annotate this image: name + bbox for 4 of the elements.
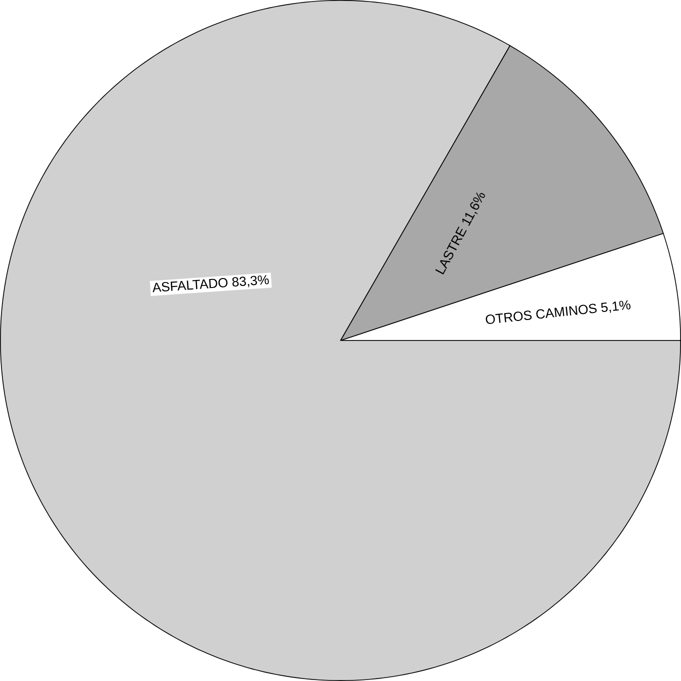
- data-label: 83,3%: [232, 275, 269, 288]
- slice-label: ASFALTADO: [152, 278, 228, 292]
- slice-label: OTROS CAMINOS: [486, 304, 597, 324]
- data-label: 5,1%: [601, 300, 630, 313]
